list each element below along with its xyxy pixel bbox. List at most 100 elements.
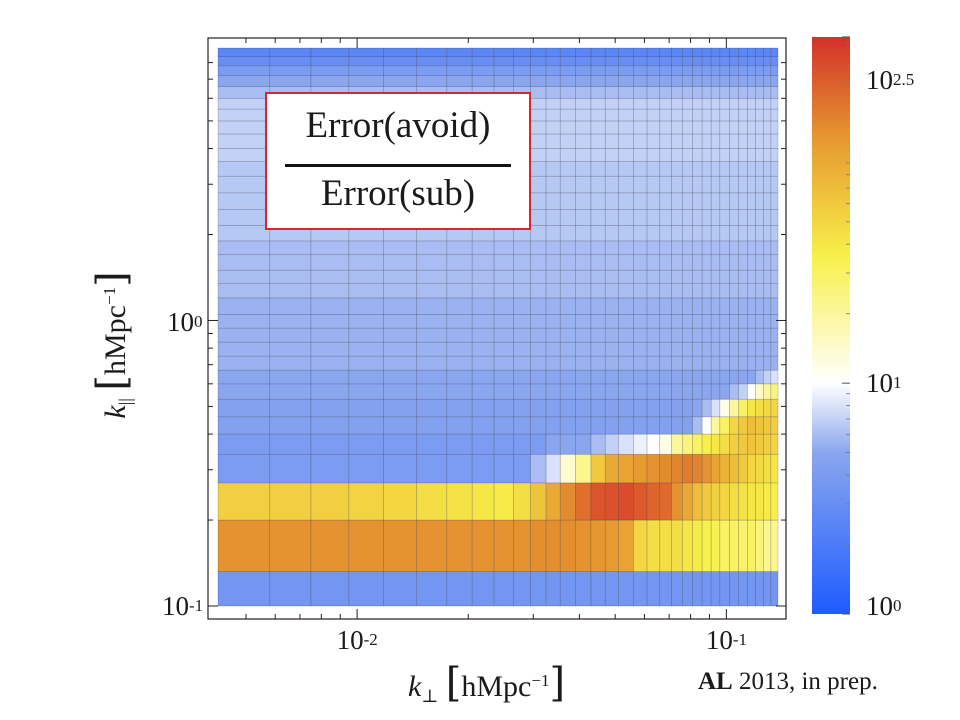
heatmap-cell xyxy=(604,65,619,77)
heatmap-cell xyxy=(618,86,634,99)
heatmap-cell xyxy=(269,56,312,67)
heatmap-cell xyxy=(575,433,592,455)
heatmap-cell xyxy=(446,56,473,67)
heatmap-cell xyxy=(559,97,576,110)
heatmap-cell xyxy=(575,297,592,315)
heatmap-cell xyxy=(719,269,730,284)
heatmap-cell xyxy=(269,75,312,87)
heatmap-cell xyxy=(763,355,772,371)
heatmap-cell xyxy=(383,282,418,299)
heatmap-cell xyxy=(559,341,576,357)
heatmap-cell xyxy=(530,482,547,521)
colorbar-tick-label-exponent: 1 xyxy=(893,372,902,392)
formula-numerator: Error(avoid) xyxy=(305,105,491,146)
heatmap-cell xyxy=(633,297,648,315)
heatmap-cell xyxy=(530,571,547,607)
heatmap-cell xyxy=(671,282,683,299)
heatmap-cell xyxy=(471,297,495,315)
heatmap-cell xyxy=(701,482,712,521)
heatmap-cell xyxy=(604,453,619,484)
heatmap-cell xyxy=(719,133,730,149)
heatmap-cell xyxy=(590,314,606,329)
heatmap-cell xyxy=(590,133,606,149)
heatmap-cell xyxy=(575,282,592,299)
heatmap-cell xyxy=(348,314,385,329)
heatmap-cell xyxy=(545,56,561,67)
heatmap-cell xyxy=(763,75,772,87)
heatmap-cell xyxy=(618,571,634,607)
heatmap-cell xyxy=(217,148,271,162)
heatmap-cell xyxy=(763,120,772,135)
heatmap-cell xyxy=(747,208,756,226)
heatmap-cell xyxy=(559,133,576,149)
heatmap-cell xyxy=(738,297,748,315)
heatmap-cell xyxy=(513,47,531,57)
heatmap-cell xyxy=(646,341,661,357)
heatmap-cell xyxy=(559,65,576,77)
heatmap-cell xyxy=(310,369,350,385)
heatmap-cell xyxy=(348,453,385,484)
heatmap-cell xyxy=(217,327,271,343)
heatmap-cell xyxy=(493,519,514,572)
heatmap-cell xyxy=(719,240,730,256)
heatmap-cell xyxy=(530,225,547,242)
heatmap-cell xyxy=(545,519,561,572)
heatmap-cell xyxy=(633,192,648,210)
heatmap-cell xyxy=(590,416,606,435)
heatmap-cell xyxy=(763,416,772,435)
heatmap-cell xyxy=(633,240,648,256)
heatmap-cell xyxy=(681,383,693,400)
heatmap-cell xyxy=(633,175,648,194)
heatmap-cell xyxy=(348,482,385,521)
heatmap-cell xyxy=(719,327,730,343)
heatmap-cell xyxy=(710,120,721,135)
heatmap-cell xyxy=(383,482,418,521)
heatmap-cell xyxy=(604,120,619,135)
heatmap-cell xyxy=(545,416,561,435)
heatmap-cell xyxy=(633,383,648,400)
heatmap-cell xyxy=(575,225,592,242)
heatmap-cell xyxy=(692,161,703,177)
heatmap-cell xyxy=(692,47,703,57)
heatmap-cell xyxy=(729,282,740,299)
heatmap-cell xyxy=(604,314,619,329)
heatmap-cell xyxy=(348,47,385,57)
heatmap-cell xyxy=(747,254,756,271)
heatmap-cell xyxy=(545,133,561,149)
heatmap-cell xyxy=(575,519,592,572)
heatmap-cell xyxy=(659,240,672,256)
heatmap-cell xyxy=(575,355,592,371)
heatmap-cell xyxy=(493,571,514,607)
heatmap-cell xyxy=(604,75,619,87)
heatmap-cell xyxy=(763,282,772,299)
heatmap-cell xyxy=(738,327,748,343)
heatmap-cell xyxy=(701,86,712,99)
heatmap-cell xyxy=(763,297,772,315)
heatmap-cell xyxy=(575,369,592,385)
x-tick-label-base: 10 xyxy=(336,625,364,655)
heatmap-cell xyxy=(310,416,350,435)
heatmap-cell xyxy=(618,240,634,256)
heatmap-cell xyxy=(646,297,661,315)
heatmap-cell xyxy=(747,120,756,135)
heatmap-cell xyxy=(646,97,661,110)
heatmap-cell xyxy=(770,383,779,400)
heatmap-cell xyxy=(618,47,634,57)
heatmap-cell xyxy=(545,192,561,210)
heatmap-cell xyxy=(710,398,721,418)
heatmap-cell xyxy=(755,416,764,435)
heatmap-cell xyxy=(738,383,748,400)
heatmap-cell xyxy=(604,433,619,455)
heatmap-cell xyxy=(738,120,748,135)
heatmap-cell xyxy=(590,453,606,484)
heatmap-cell xyxy=(416,240,448,256)
heatmap-cell xyxy=(671,108,683,122)
x-axis-label: k⊥ [hMpc−1] xyxy=(408,660,565,706)
heatmap-cell xyxy=(575,453,592,484)
heatmap-cell xyxy=(618,56,634,67)
heatmap-cell xyxy=(269,416,312,435)
heatmap-cell xyxy=(710,254,721,271)
heatmap-cell xyxy=(545,225,561,242)
heatmap-cell xyxy=(671,369,683,385)
heatmap-cell xyxy=(671,355,683,371)
